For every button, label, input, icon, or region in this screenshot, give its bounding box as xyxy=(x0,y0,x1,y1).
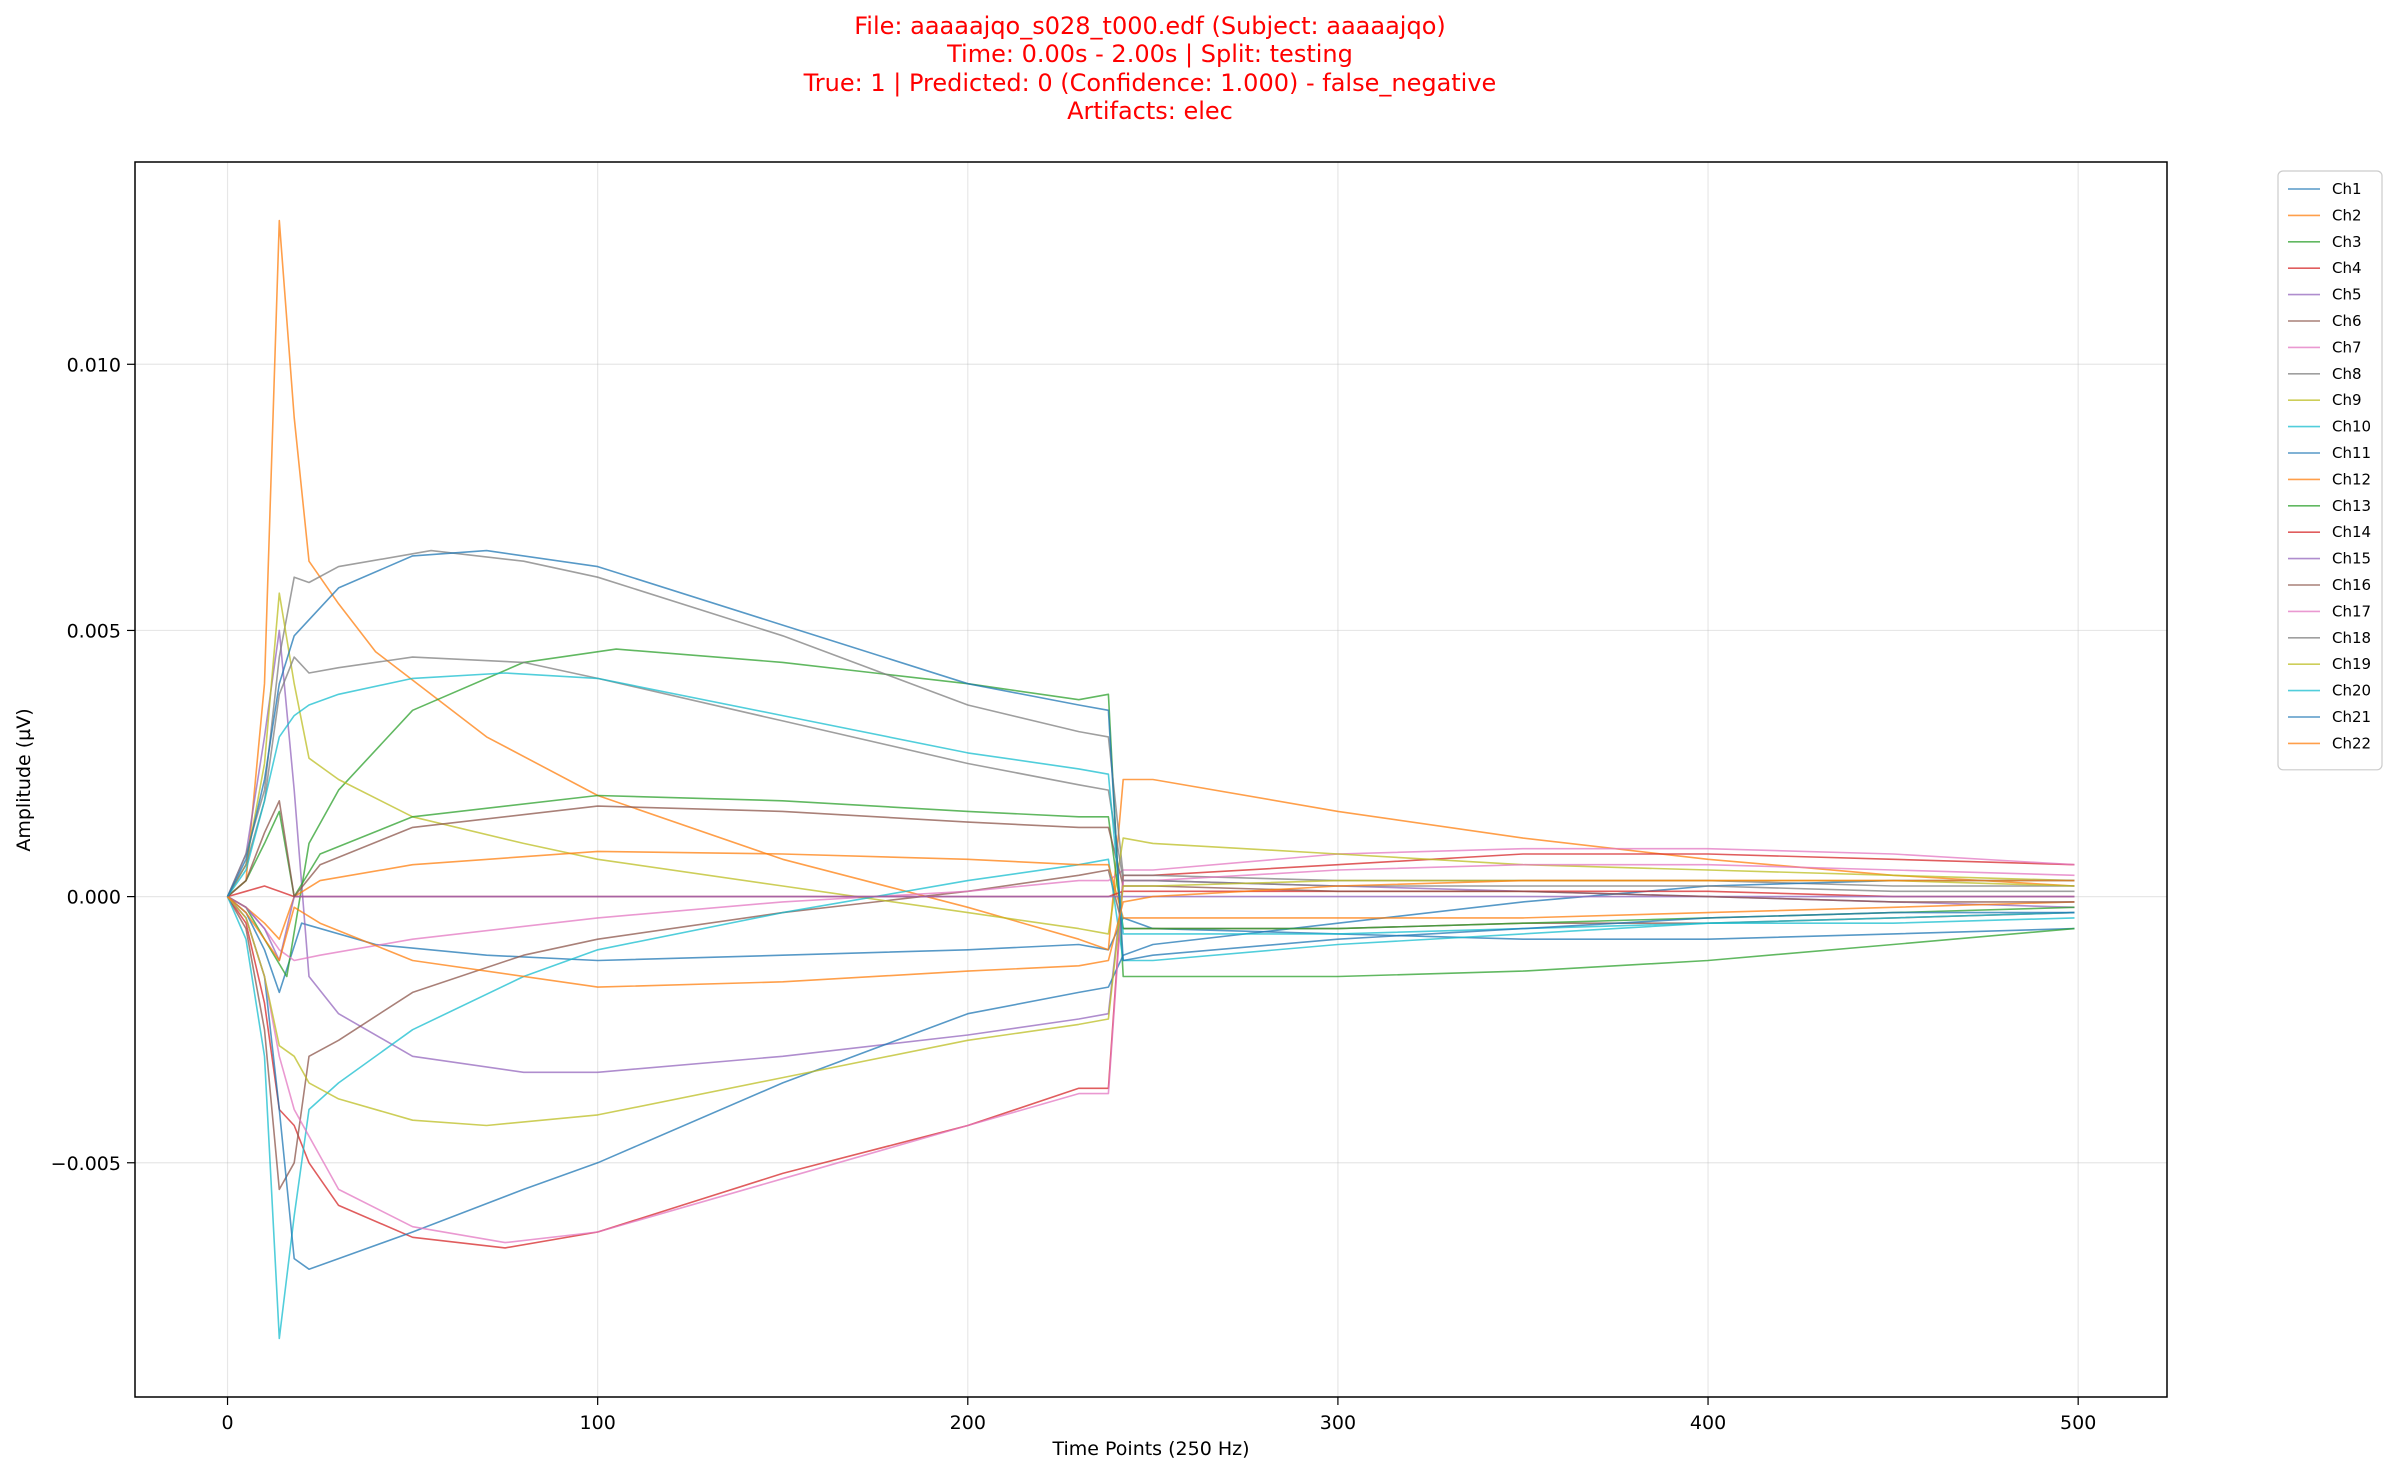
series-line-ch1 xyxy=(226,895,2075,994)
title-line-2: Time: 0.00s - 2.00s | Split: testing xyxy=(946,40,1353,68)
series-line-ch11 xyxy=(226,879,2075,1270)
legend-label: Ch12 xyxy=(2332,470,2371,488)
series-line-ch10 xyxy=(226,858,2075,1340)
legend-label: Ch6 xyxy=(2332,312,2362,330)
series-line-ch16 xyxy=(226,800,2075,903)
y-tick-label: 0.010 xyxy=(67,354,121,376)
series-line-ch7 xyxy=(227,847,2075,962)
legend-label: Ch11 xyxy=(2332,444,2371,462)
series-line-ch22 xyxy=(226,879,2075,988)
legend-label: Ch1 xyxy=(2332,180,2362,198)
title-line-3: True: 1 | Predicted: 0 (Confidence: 1.00… xyxy=(803,69,1497,97)
x-tick-label: 0 xyxy=(221,1412,233,1434)
legend-label: Ch15 xyxy=(2332,550,2371,568)
legend-label: Ch10 xyxy=(2332,418,2371,436)
y-tick-label: −0.005 xyxy=(51,1153,121,1175)
legend-label: Ch17 xyxy=(2332,602,2371,620)
y-tick-label: 0.005 xyxy=(67,620,121,642)
legend-label: Ch3 xyxy=(2332,233,2362,251)
legend-label: Ch8 xyxy=(2332,365,2362,383)
series-line-ch13 xyxy=(226,794,2075,930)
legend-label: Ch14 xyxy=(2332,523,2371,541)
legend: Ch1 Ch2 Ch3 Ch4 Ch5 Ch6 Ch7 Ch8 Ch9 Ch10 Ch11 Ch12 C… xyxy=(2277,170,2383,771)
series-line-ch3 xyxy=(227,648,2075,978)
x-tick-label: 200 xyxy=(950,1412,986,1434)
series-line-ch12 xyxy=(227,850,2075,940)
legend-label: Ch2 xyxy=(2332,206,2362,224)
x-tick-label: 100 xyxy=(580,1412,616,1434)
series-lines xyxy=(226,219,2075,1340)
x-tick-label: 400 xyxy=(1690,1412,1726,1434)
title-line-4: Artifacts: elec xyxy=(1067,97,1233,125)
chart-title: File: aaaaajqo_s028_t000.edf (Subject: a… xyxy=(803,12,1497,125)
legend-label: Ch18 xyxy=(2332,629,2371,647)
x-tick-label: 500 xyxy=(2060,1412,2096,1434)
legend-label: Ch13 xyxy=(2332,497,2371,515)
series-line-ch19 xyxy=(226,879,2075,1127)
legend-label: Ch7 xyxy=(2332,338,2362,356)
legend-label: Ch4 xyxy=(2332,259,2362,277)
series-line-ch15 xyxy=(227,895,2075,962)
legend-label: Ch19 xyxy=(2332,655,2371,673)
legend-label: Ch9 xyxy=(2332,391,2362,409)
series-line-ch21 xyxy=(226,549,2075,962)
series-line-ch9 xyxy=(226,592,2075,935)
legend-label: Ch20 xyxy=(2332,682,2371,700)
title-line-1: File: aaaaajqo_s028_t000.edf (Subject: a… xyxy=(854,12,1446,40)
y-tick-label: 0.000 xyxy=(67,887,121,909)
series-line-ch2 xyxy=(226,219,2075,951)
plot-frame xyxy=(134,161,2168,1398)
legend-label: Ch22 xyxy=(2332,734,2371,752)
x-axis-ticks: 0 100 200 300 400 500 xyxy=(221,1397,2096,1434)
x-tick-label: 300 xyxy=(1320,1412,1356,1434)
legend-label: Ch16 xyxy=(2332,576,2371,594)
legend-label: Ch21 xyxy=(2332,708,2371,726)
series-line-ch17 xyxy=(226,863,2075,1244)
series-line-ch18 xyxy=(226,656,2075,898)
x-axis-label: Time Points (250 Hz) xyxy=(1051,1438,1249,1460)
legend-label: Ch5 xyxy=(2332,286,2362,304)
y-axis-label: Amplitude (µV) xyxy=(13,708,35,851)
y-axis-ticks: −0.005 0.000 0.005 0.010 xyxy=(51,354,135,1175)
series-line-ch20 xyxy=(226,672,2075,935)
series-line-ch4 xyxy=(226,853,2075,1249)
